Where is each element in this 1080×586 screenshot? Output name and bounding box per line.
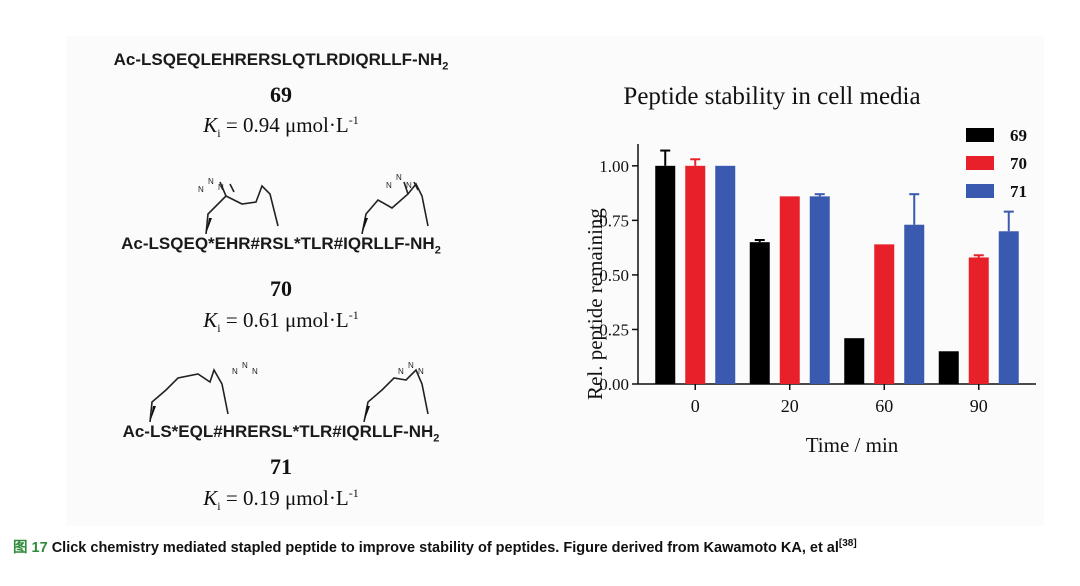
bar-70-90 (968, 257, 989, 384)
y-tick-label: 0.75 (599, 211, 629, 230)
bar-71-90 (998, 231, 1019, 384)
triazole-staple-70: NNN NNN (198, 174, 429, 234)
compound-number-69: 69 (270, 82, 292, 107)
svg-text:N: N (218, 183, 224, 192)
svg-text:N: N (396, 174, 402, 182)
svg-text:N: N (242, 362, 248, 370)
y-tick-label: 0.50 (599, 266, 629, 285)
figure-panel: Ac-LSQEQLEHRERSLQTLRDIQRLLF-NH2 69 Ki = … (66, 36, 1044, 526)
y-axis-label: Rel. peptide remaining (583, 208, 607, 400)
bar-70-0 (685, 165, 706, 384)
svg-text:N: N (386, 181, 392, 190)
legend-swatch-69 (966, 128, 994, 142)
bar-69-0 (655, 165, 676, 384)
bar-69-60 (844, 338, 865, 384)
svg-text:N: N (418, 367, 424, 376)
bar-69-90 (938, 351, 959, 384)
bar-71-60 (904, 224, 925, 384)
legend-swatch-71 (966, 184, 994, 198)
peptide-sequence-69: Ac-LSQEQLEHRERSLQTLRDIQRLLF-NH2 (113, 50, 449, 73)
x-tick-label: 20 (781, 396, 799, 416)
svg-text:N: N (232, 367, 238, 376)
y-tick-label: 0.25 (599, 320, 629, 339)
svg-text:N: N (408, 362, 414, 370)
compound-number-71: 71 (270, 454, 292, 479)
x-tick-label: 90 (970, 396, 988, 416)
svg-text:N: N (208, 177, 214, 186)
peptide-sequence-70: Ac-LSQEQ*EHR#RSL*TLR#IQRLLF-NH2 (121, 234, 441, 257)
legend-label-71: 71 (1010, 182, 1027, 201)
x-tick-label: 0 (691, 396, 700, 416)
x-tick-label: 60 (875, 396, 893, 416)
svg-text:N: N (406, 181, 412, 190)
figure-caption: 图 17 Click chemistry mediated stapled pe… (13, 538, 857, 556)
legend-swatch-70 (966, 156, 994, 170)
bar-69-20 (749, 242, 770, 384)
bar-71-0 (715, 165, 736, 384)
legend-label-70: 70 (1010, 154, 1027, 173)
svg-text:N: N (398, 367, 404, 376)
bar-70-60 (874, 244, 895, 384)
peptide-sequence-71: Ac-LS*EQL#HRERSL*TLR#IQRLLF-NH2 (122, 422, 440, 445)
svg-text:N: N (198, 185, 204, 194)
bar-70-20 (779, 196, 800, 384)
ki-value-70: Ki = 0.61 μmol·L-1 (203, 308, 359, 336)
y-tick-label: 0.00 (599, 375, 629, 394)
x-axis-label: Time / min (806, 433, 899, 457)
svg-text:N: N (252, 367, 258, 376)
compound-number-70: 70 (270, 276, 292, 301)
y-tick-label: 1.00 (599, 157, 629, 176)
legend-label-69: 69 (1010, 126, 1027, 145)
ki-value-69: Ki = 0.94 μmol·L-1 (203, 113, 359, 141)
bar-71-20 (809, 196, 830, 384)
stability-bar-chart: Peptide stability in cell media Rel. pep… (583, 83, 1036, 457)
ki-value-71: Ki = 0.19 μmol·L-1 (203, 486, 359, 514)
chart-title: Peptide stability in cell media (623, 83, 920, 110)
triazole-staple-71: NNN NNN (149, 362, 429, 422)
